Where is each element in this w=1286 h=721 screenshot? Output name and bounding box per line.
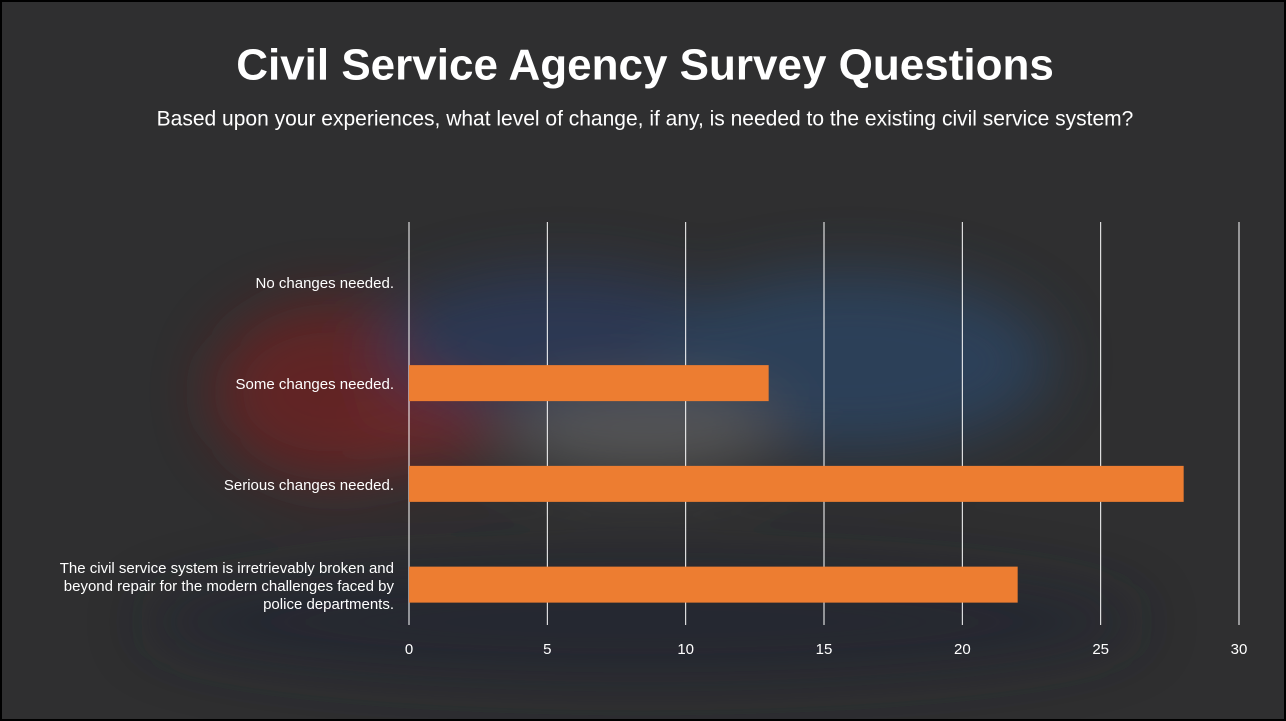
x-tick-label: 20 [954,641,971,658]
y-tick-label: The civil service system is irretrievabl… [59,559,394,613]
y-tick-label: No changes needed. [255,275,394,293]
x-tick-label: 30 [1231,641,1248,658]
x-tick-label: 5 [543,641,551,658]
y-tick-label: Serious changes needed. [223,476,394,494]
y-tick-label: Some changes needed. [235,376,394,394]
x-tick-label: 0 [405,641,413,658]
x-tick-label: 25 [1092,641,1109,658]
chart-title: Civil Service Agency Survey Questions [236,41,1054,90]
bar [409,465,1184,502]
x-tick-label: 15 [816,641,833,658]
chart-subtitle: Based upon your experiences, what level … [157,108,1134,131]
x-tick-label: 10 [677,641,694,658]
bar [409,566,1018,603]
bar [409,365,769,402]
